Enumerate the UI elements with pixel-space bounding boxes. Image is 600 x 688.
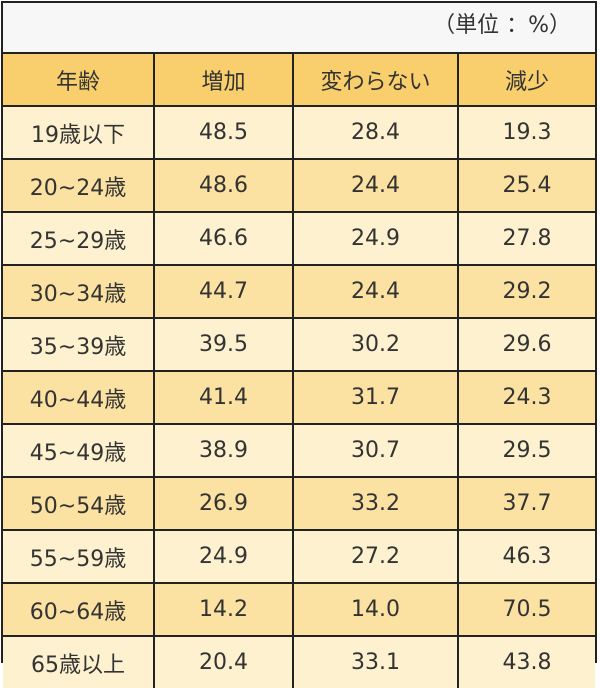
value-cell: 43.8: [457, 635, 595, 688]
value-cell: 30.2: [292, 317, 459, 372]
column-header: 年齢: [3, 54, 155, 107]
value-cell: 19.3: [457, 105, 595, 160]
table-row: 55~59歳 24.9 27.2 46.3: [3, 529, 595, 584]
value-cell: 27.8: [457, 211, 595, 266]
table-row: 50~54歳 26.9 33.2 37.7: [3, 476, 595, 531]
value-cell: 27.2: [292, 529, 459, 584]
table-row: 25~29歳 46.6 24.9 27.8: [3, 211, 595, 266]
value-cell: 41.4: [153, 370, 294, 425]
value-cell: 24.4: [292, 158, 459, 213]
value-cell: 29.2: [457, 264, 595, 319]
age-group-cell: 30~34歳: [3, 264, 155, 319]
value-cell: 33.2: [292, 476, 459, 531]
value-cell: 37.7: [457, 476, 595, 531]
value-cell: 20.4: [153, 635, 294, 688]
header-row: 年齢 増加 変わらない 減少: [3, 54, 595, 107]
age-group-cell: 45~49歳: [3, 423, 155, 478]
value-cell: 70.5: [457, 582, 595, 637]
age-group-cell: 20~24歳: [3, 158, 155, 213]
value-cell: 25.4: [457, 158, 595, 213]
table-row: 35~39歳 39.5 30.2 29.6: [3, 317, 595, 372]
value-cell: 24.4: [292, 264, 459, 319]
value-cell: 29.5: [457, 423, 595, 478]
value-cell: 14.2: [153, 582, 294, 637]
value-cell: 30.7: [292, 423, 459, 478]
column-header: 変わらない: [292, 54, 459, 107]
age-group-cell: 35~39歳: [3, 317, 155, 372]
table-row: 65歳以上 20.4 33.1 43.8: [3, 635, 595, 688]
value-cell: 28.4: [292, 105, 459, 160]
age-group-cell: 25~29歳: [3, 211, 155, 266]
age-group-cell: 55~59歳: [3, 529, 155, 584]
value-cell: 24.3: [457, 370, 595, 425]
table-row: 60~64歳 14.2 14.0 70.5: [3, 582, 595, 637]
value-cell: 39.5: [153, 317, 294, 372]
age-group-cell: 50~54歳: [3, 476, 155, 531]
column-header: 減少: [457, 54, 595, 107]
column-header: 増加: [153, 54, 294, 107]
table-row: 19歳以下 48.5 28.4 19.3: [3, 105, 595, 160]
value-cell: 29.6: [457, 317, 595, 372]
value-cell: 26.9: [153, 476, 294, 531]
age-group-cell: 65歳以上: [3, 635, 155, 688]
table-row: 45~49歳 38.9 30.7 29.5: [3, 423, 595, 478]
age-group-cell: 40~44歳: [3, 370, 155, 425]
age-group-cell: 19歳以下: [3, 105, 155, 160]
value-cell: 33.1: [292, 635, 459, 688]
value-cell: 48.5: [153, 105, 294, 160]
value-cell: 14.0: [292, 582, 459, 637]
table-row: 30~34歳 44.7 24.4 29.2: [3, 264, 595, 319]
age-group-cell: 60~64歳: [3, 582, 155, 637]
value-cell: 24.9: [292, 211, 459, 266]
value-cell: 48.6: [153, 158, 294, 213]
data-table: 年齢 増加 変わらない 減少 19歳以下 48.5 28.4 19.3 20~24歳 48.6 2…: [3, 54, 595, 688]
value-cell: 46.3: [457, 529, 595, 584]
value-cell: 44.7: [153, 264, 294, 319]
table-row: 20~24歳 48.6 24.4 25.4: [3, 158, 595, 213]
value-cell: 46.6: [153, 211, 294, 266]
value-cell: 31.7: [292, 370, 459, 425]
table-row: 40~44歳 41.4 31.7 24.3: [3, 370, 595, 425]
unit-label: （単位 ：%）: [3, 3, 595, 54]
value-cell: 38.9: [153, 423, 294, 478]
value-cell: 24.9: [153, 529, 294, 584]
